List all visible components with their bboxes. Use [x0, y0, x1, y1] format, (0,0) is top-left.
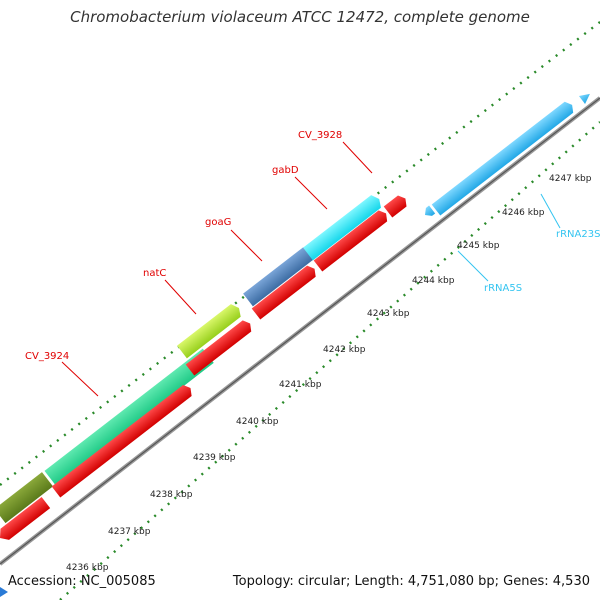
- gene-arrow-red-6[interactable]: [383, 193, 410, 218]
- tick-label-4245: 4245 kbp: [457, 241, 500, 251]
- accession-text: Accession: NC_005085: [8, 574, 156, 589]
- tick-label-4242: 4242 kbp: [323, 345, 366, 355]
- tick-label-4247: 4247 kbp: [549, 174, 592, 184]
- gene-arrow-red-3[interactable]: [185, 318, 255, 376]
- gene-arrow-cv3924[interactable]: [44, 348, 214, 486]
- gene-label-cv3924[interactable]: CV_3924: [25, 351, 69, 362]
- gene-arrow-red-5[interactable]: [313, 208, 391, 272]
- gene-arrow-rrna5s[interactable]: [422, 205, 436, 219]
- tick-label-4236: 4236 kbp: [66, 563, 109, 573]
- gene-label-cv3928[interactable]: CV_3928: [298, 130, 342, 141]
- gene-arrow-goag[interactable]: [243, 247, 314, 307]
- tick-label-4244: 4244 kbp: [412, 276, 455, 286]
- map-title: Chromobacterium violaceum ATCC 12472, co…: [70, 8, 530, 26]
- tick-label-4246: 4246 kbp: [502, 208, 545, 218]
- tick-label-4243: 4243 kbp: [367, 309, 410, 319]
- gene-label-goag[interactable]: goaG: [205, 217, 231, 228]
- gene-arrow-red-2[interactable]: [51, 383, 195, 498]
- gene-arrow-natc[interactable]: [177, 302, 244, 359]
- tick-label-4237: 4237 kbp: [108, 527, 151, 537]
- gene-arrow-rrna23s[interactable]: [431, 99, 577, 216]
- gene-label-natc[interactable]: natC: [143, 268, 166, 279]
- scale-labels: 4236 kbp 4237 kbp 4238 kbp 4239 kbp 4240…: [66, 174, 592, 573]
- inner-dotted-track: [59, 121, 600, 600]
- gene-labels: CV_3924 natC goaG gabD CV_3928 rRNA5S rR…: [25, 130, 600, 397]
- genome-stats-text: Topology: circular; Length: 4,751,080 bp…: [232, 574, 590, 589]
- tick-label-4239: 4239 kbp: [193, 453, 236, 463]
- gene-arrow-rrna-marker[interactable]: [578, 90, 593, 104]
- gene-arrow-edge-blue[interactable]: [0, 587, 8, 597]
- gene-arrow-gabd[interactable]: [303, 193, 384, 261]
- gene-label-rrna23s[interactable]: rRNA23S: [556, 229, 600, 240]
- tick-label-4241: 4241 kbp: [279, 380, 322, 390]
- gene-label-gabd[interactable]: gabD: [272, 165, 299, 176]
- gene-arrow-olive[interactable]: [0, 472, 53, 524]
- gene-label-rrna5s[interactable]: rRNA5S: [484, 283, 522, 294]
- gene-arrow-red-1[interactable]: [0, 496, 51, 544]
- tick-label-4238: 4238 kbp: [150, 490, 193, 500]
- gene-arrow-red-4[interactable]: [251, 263, 319, 320]
- tick-label-4240: 4240 kbp: [236, 417, 279, 427]
